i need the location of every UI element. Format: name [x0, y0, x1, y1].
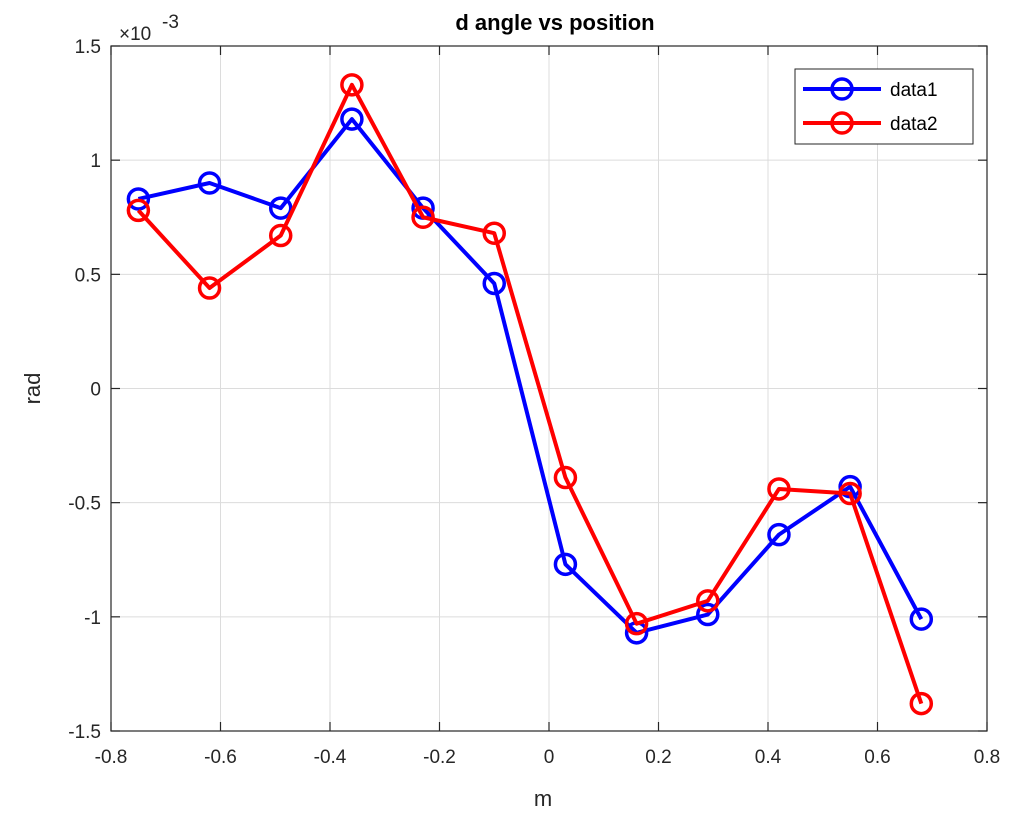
y-tick-label: -1	[84, 608, 101, 629]
data-point-data1	[126, 187, 151, 211]
data-point-data1	[482, 271, 506, 296]
y-axis-exponent-power: -3	[162, 12, 179, 33]
x-tick-label: -0.8	[95, 747, 128, 768]
legend-label: data1	[890, 80, 938, 101]
data-point-data1	[197, 171, 222, 195]
x-tick-label: 0.4	[755, 747, 782, 768]
tick-labels: -0.8 -0.6 -0.4 -0.2 0 0.2 0.4 0.6 0.8 -1.5 -1 -0.5 0…	[68, 37, 1000, 768]
data-point-data1	[696, 602, 720, 627]
series-line-data2	[136, 82, 924, 705]
y-tick-label: 0.5	[75, 265, 101, 286]
x-tick-label: -0.4	[314, 747, 347, 768]
y-tick-label: -1.5	[68, 722, 101, 743]
series-data2	[126, 73, 934, 716]
data-point-data2	[624, 611, 649, 636]
x-tick-label: 0	[544, 747, 555, 768]
legend: data1 data2	[794, 68, 974, 145]
data-point-data2	[696, 589, 720, 613]
y-axis-label: rad	[20, 373, 45, 405]
data-point-data2	[909, 691, 934, 716]
y-tick-label: 1	[90, 151, 101, 172]
y-tick-label: -0.5	[68, 494, 101, 515]
series-layer	[126, 73, 934, 716]
series-data1	[126, 107, 934, 645]
legend-marker	[830, 111, 854, 135]
data-point-data1	[767, 522, 791, 547]
x-tick-label: -0.6	[204, 747, 237, 768]
series-line-data1	[137, 117, 924, 635]
legend-marker	[830, 77, 854, 101]
tick-marks	[110, 45, 988, 732]
data-point-data2	[197, 276, 222, 300]
data-point-data1	[340, 107, 364, 131]
x-tick-label: 0.2	[645, 747, 671, 768]
data-point-data1	[553, 552, 578, 577]
data-point-data2	[553, 465, 578, 490]
legend-box	[794, 68, 974, 145]
chart-title: d angle vs position	[455, 10, 654, 35]
y-tick-label: 0	[90, 380, 101, 401]
x-tick-label: 0.8	[974, 747, 1000, 768]
data-point-data1	[909, 607, 934, 631]
data-point-data2	[340, 73, 364, 97]
y-axis-exponent: ×10	[119, 24, 151, 45]
data-point-data2	[838, 481, 862, 506]
data-point-data2	[482, 221, 506, 245]
y-tick-label: 1.5	[75, 37, 101, 58]
legend-item-data2: data2	[803, 111, 938, 135]
x-axis-label: m	[534, 786, 552, 811]
data-point-data2	[767, 477, 791, 501]
legend-label: data2	[890, 114, 938, 135]
data-point-data2	[411, 205, 435, 229]
x-tick-label: 0.6	[864, 747, 890, 768]
data-point-data2	[268, 223, 293, 248]
data-point-data1	[268, 196, 293, 220]
x-tick-label: -0.2	[423, 747, 456, 768]
data-point-data2	[126, 198, 151, 223]
legend-item-data1: data1	[803, 77, 938, 101]
